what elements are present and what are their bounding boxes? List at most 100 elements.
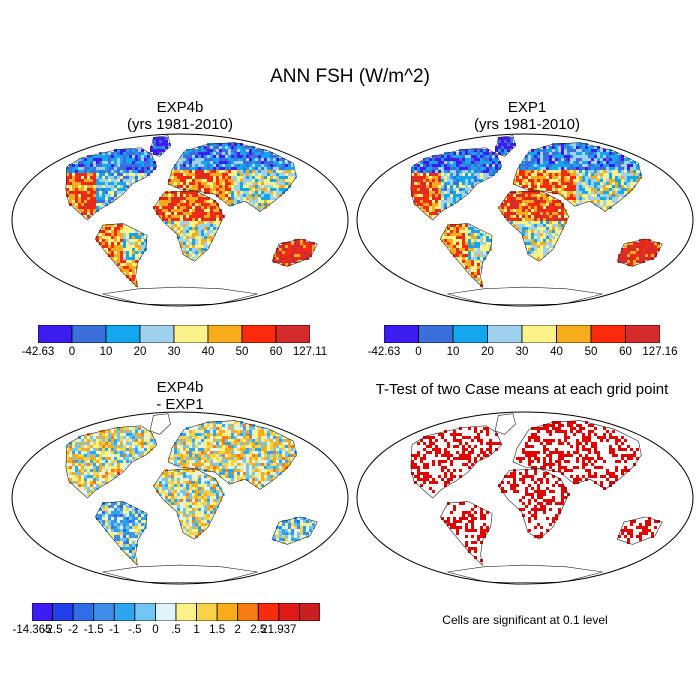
colorbar-label: 1 bbox=[193, 624, 200, 636]
coastline-eurasia bbox=[167, 142, 297, 212]
coastline-africa bbox=[498, 468, 569, 540]
exp4b-colorbar: -42.63 0 10 20 30 40 50 60 127.11 bbox=[22, 325, 327, 363]
colorbar-label: 127.16 bbox=[642, 346, 678, 358]
coastline-australia bbox=[616, 238, 663, 267]
colorbar-label: -1 bbox=[109, 624, 120, 636]
colorbar-swatch bbox=[38, 325, 73, 343]
exp4b-title: EXP4b bbox=[156, 99, 204, 116]
colorbar-label: 2 bbox=[234, 624, 241, 636]
colorbar-label: -.5 bbox=[128, 624, 142, 636]
colorbar-swatch bbox=[452, 325, 488, 343]
coastline-antarctica bbox=[102, 286, 258, 305]
coastline-north-america bbox=[65, 147, 158, 221]
diff-subtitle: - EXP1 bbox=[156, 396, 204, 413]
ttest-map bbox=[356, 411, 694, 585]
colorbar-label: -1.5 bbox=[83, 624, 104, 636]
exp4b-map bbox=[11, 133, 349, 307]
colorbar-swatch bbox=[625, 325, 660, 343]
colorbar-label: 20 bbox=[481, 346, 494, 358]
colorbar-label: 30 bbox=[515, 346, 529, 358]
colorbar-label: .5 bbox=[171, 624, 181, 636]
colorbar-swatch bbox=[299, 603, 320, 621]
coastline-africa bbox=[153, 190, 224, 262]
coastline-africa bbox=[498, 190, 569, 262]
colorbar-label: 40 bbox=[550, 346, 563, 358]
colorbar-swatch bbox=[257, 603, 280, 621]
coastline-south-america bbox=[439, 223, 493, 288]
colorbar-label: -42.63 bbox=[367, 346, 401, 358]
map-cells bbox=[410, 135, 663, 305]
colorbar-swatch bbox=[105, 325, 141, 343]
coastline-greenland bbox=[494, 413, 516, 435]
coastline-greenland bbox=[149, 413, 171, 435]
colorbar-label: -2.5 bbox=[42, 624, 63, 636]
colorbar-swatch bbox=[487, 325, 523, 343]
colorbar-label: 20 bbox=[133, 346, 147, 358]
colorbar-label: 50 bbox=[584, 346, 598, 358]
exp1-map bbox=[356, 133, 694, 307]
colorbar-swatch bbox=[590, 325, 626, 343]
colorbar-swatch bbox=[139, 325, 175, 343]
colorbar-swatch bbox=[155, 603, 177, 621]
coastline-antarctica bbox=[447, 564, 603, 583]
map-cells bbox=[65, 135, 318, 305]
colorbar-label: -2 bbox=[68, 624, 79, 636]
coastline-south-america bbox=[94, 501, 148, 566]
diff-title: EXP4b bbox=[156, 379, 204, 396]
colorbar-label: 60 bbox=[619, 346, 632, 358]
coastline-australia bbox=[271, 238, 318, 267]
coastline-eurasia bbox=[512, 420, 642, 490]
coastline-north-america bbox=[65, 425, 158, 499]
colorbar-label: 0 bbox=[68, 346, 76, 358]
colorbar-label: 127.11 bbox=[292, 346, 328, 358]
colorbar-label: 30 bbox=[167, 346, 181, 358]
colorbar-label: 2.5 bbox=[250, 624, 267, 636]
coastline-eurasia bbox=[512, 142, 642, 212]
colorbar-swatch bbox=[216, 603, 239, 621]
exp4b-panel-title: EXP4b (yrs 1981-2010) bbox=[75, 99, 285, 133]
exp1-colorbar: -42.63 0 10 20 30 40 50 60 127.16 bbox=[368, 325, 678, 363]
exp1-title: EXP1 bbox=[507, 99, 547, 116]
coastline-antarctica bbox=[447, 286, 603, 305]
colorbar-swatch bbox=[93, 603, 115, 621]
exp1-subtitle: (yrs 1981-2010) bbox=[474, 116, 580, 133]
colorbar-swatch bbox=[521, 325, 557, 343]
diff-colorbar: -14.365 -2.5 -2 -1.5 -1 -.5 0 .5 1 1.5 2 2.5 21.937 bbox=[12, 603, 320, 641]
map-border bbox=[356, 411, 694, 585]
colorbar-swatch bbox=[384, 325, 419, 343]
colorbar-swatch bbox=[175, 603, 197, 621]
colorbar-label: 10 bbox=[446, 346, 460, 358]
exp1-panel-title: EXP1 (yrs 1981-2010) bbox=[422, 99, 632, 133]
colorbar-swatch bbox=[275, 325, 310, 343]
coastline-eurasia bbox=[167, 420, 297, 490]
colorbar-swatch bbox=[32, 603, 53, 621]
colorbar-swatch bbox=[241, 325, 277, 343]
coastline-australia bbox=[616, 516, 663, 545]
colorbar-swatch bbox=[278, 603, 300, 621]
map-cells bbox=[410, 413, 663, 583]
map-border bbox=[11, 411, 349, 585]
colorbar-swatch bbox=[556, 325, 592, 343]
coastline-south-america bbox=[94, 223, 148, 288]
map-border bbox=[356, 133, 694, 307]
colorbar-swatch bbox=[113, 603, 136, 621]
coastline-north-america bbox=[410, 425, 503, 499]
colorbar-swatch bbox=[173, 325, 209, 343]
coastline-australia bbox=[271, 516, 318, 545]
significance-note: Cells are significant at 0.1 level bbox=[442, 613, 608, 627]
colorbar-label: 0 bbox=[152, 624, 159, 636]
map-cells bbox=[65, 413, 318, 583]
coastline-africa bbox=[153, 468, 224, 540]
colorbar-label: 50 bbox=[235, 346, 249, 358]
colorbar-swatch bbox=[71, 325, 107, 343]
coastline-south-america bbox=[439, 501, 493, 566]
colorbar-swatch bbox=[52, 603, 74, 621]
colorbar-swatch bbox=[207, 325, 243, 343]
ttest-title: T-Test of two Case means at each grid po… bbox=[375, 381, 669, 398]
diff-panel-title: EXP4b - EXP1 bbox=[75, 379, 285, 413]
colorbar-label: -42.63 bbox=[21, 346, 55, 358]
coastline-north-america bbox=[410, 147, 503, 221]
coastline-greenland bbox=[494, 135, 516, 157]
figure-title: ANN FSH (W/m^2) bbox=[270, 66, 430, 87]
colorbar-label: 40 bbox=[201, 346, 215, 358]
